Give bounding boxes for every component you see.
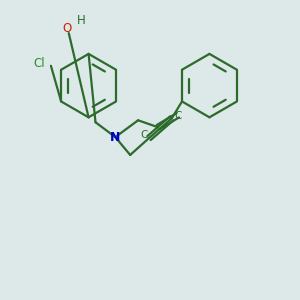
Text: N: N <box>110 130 121 144</box>
Text: C: C <box>140 130 148 140</box>
Text: O: O <box>62 22 71 34</box>
Text: H: H <box>77 14 86 27</box>
Text: C: C <box>174 111 182 121</box>
Text: Cl: Cl <box>33 57 45 70</box>
